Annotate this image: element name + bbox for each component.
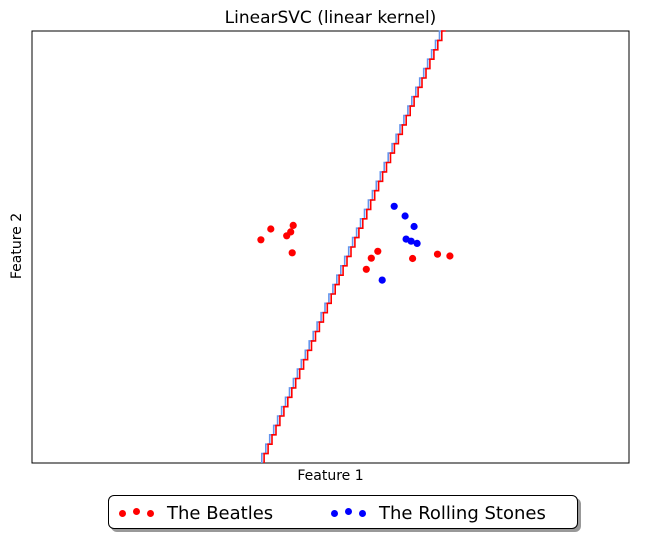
point-rolling-stones (378, 276, 386, 284)
point-beatles (409, 254, 417, 263)
boundary-edge-red (263, 30, 446, 463)
point-rolling-stones (407, 237, 415, 245)
legend: The Beatles The Rolling Stones (108, 495, 578, 529)
point-beatles (446, 252, 454, 260)
plot-area (31, 30, 630, 464)
point-rolling-stones (413, 239, 421, 247)
data-points (257, 202, 454, 284)
y-axis-label: Feature 2 (9, 212, 25, 280)
point-beatles (433, 250, 442, 258)
point-beatles (362, 265, 370, 273)
point-beatles (267, 225, 275, 233)
point-rolling-stones (410, 222, 418, 231)
point-beatles (367, 254, 375, 262)
legend-marker-rolling-stones (329, 502, 369, 524)
legend-item-beatles: The Beatles (117, 502, 273, 524)
legend-marker-beatles (117, 502, 157, 524)
x-axis-label: Feature 1 (297, 468, 364, 484)
point-beatles (374, 247, 382, 255)
legend-item-rolling-stones: The Rolling Stones (329, 502, 546, 524)
point-beatles (289, 221, 297, 229)
legend-label-beatles: The Beatles (167, 502, 274, 524)
point-rolling-stones (401, 212, 409, 220)
point-beatles (257, 236, 265, 244)
chart-title: LinearSVC (linear kernel) (224, 8, 437, 28)
point-beatles (288, 249, 296, 257)
point-rolling-stones (390, 202, 398, 210)
point-beatles (287, 228, 295, 236)
legend-label-rolling-stones: The Rolling Stones (379, 502, 546, 524)
decision-boundary (261, 30, 446, 463)
